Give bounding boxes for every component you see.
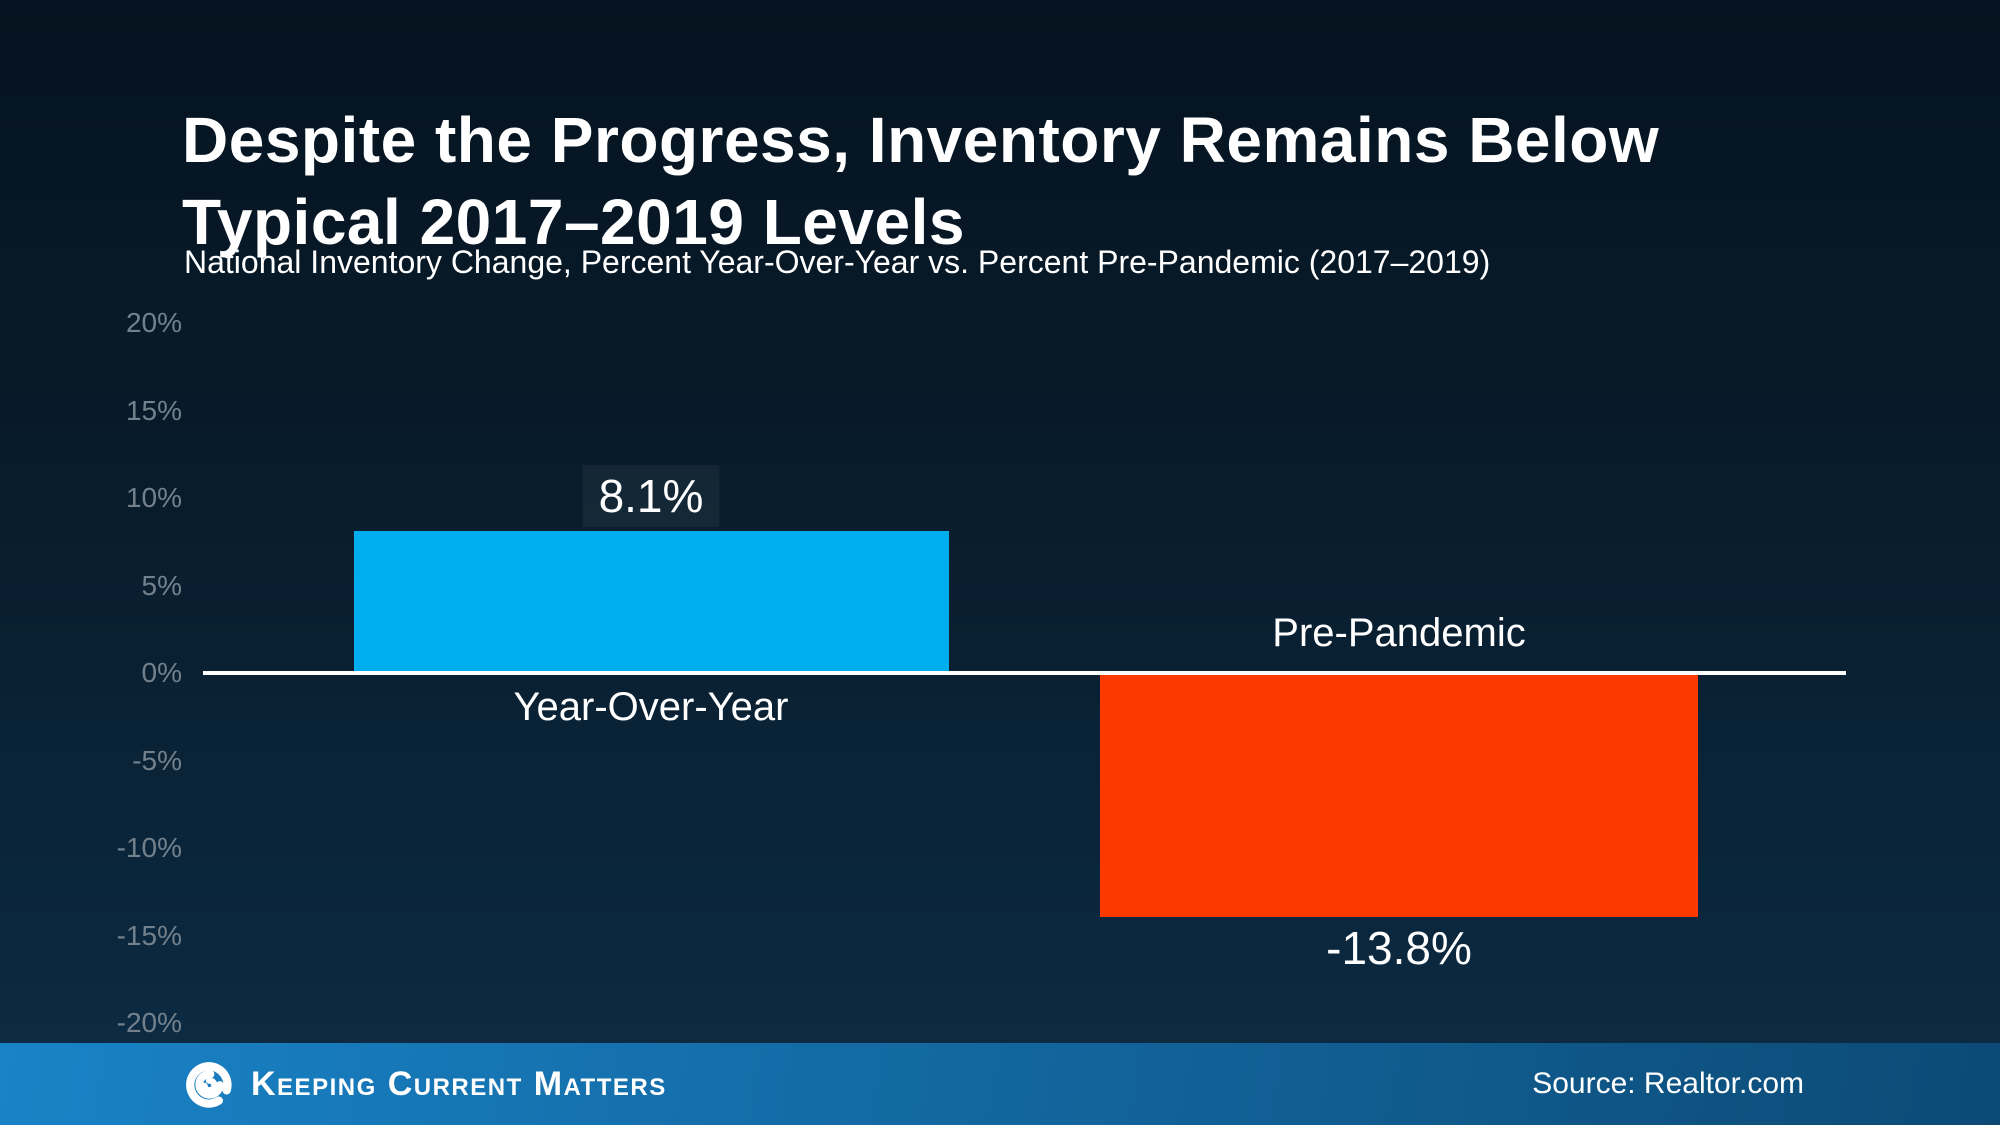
value-label-pre-pandemic: -13.8%: [1326, 922, 1472, 974]
chart-title: Despite the Progress, Inventory Remains …: [182, 99, 1802, 263]
category-label-year-over-year: Year-Over-Year: [513, 685, 789, 729]
brand-lockup: Keeping Current Matters: [186, 1061, 667, 1108]
y-axis: 20% 15% 10% 5% 0% -5% -10% -15% -20%: [60, 307, 182, 1038]
y-tick-15: 15%: [125, 394, 182, 426]
bar-pre-pandemic: [1100, 675, 1698, 917]
plot-area: 8.1% Year-Over-Year Pre-Pandemic -13.8%: [203, 323, 1846, 1023]
chart-subtitle: National Inventory Change, Percent Year-…: [184, 244, 1491, 280]
y-tick-0: 0%: [141, 657, 182, 688]
y-tick-neg10: -10%: [116, 832, 182, 863]
footer-bar: Keeping Current Matters Source: Realtor.…: [0, 1043, 2000, 1125]
y-tick-neg20: -20%: [116, 1007, 182, 1038]
y-tick-neg15: -15%: [116, 919, 182, 951]
source-attribution: Source: Realtor.com: [1532, 1067, 1804, 1100]
brand-name: Keeping Current Matters: [251, 1064, 667, 1103]
y-tick-20: 20%: [125, 307, 182, 338]
chart-title-line1: Despite the Progress, Inventory Remains …: [182, 103, 1660, 176]
chart-title-line2: Typical 2017–2019 Levels: [182, 185, 965, 258]
y-tick-5: 5%: [141, 569, 182, 601]
zero-baseline: [203, 671, 1846, 675]
bar-year-over-year: [354, 531, 949, 673]
kcm-swirl-icon: [186, 1061, 232, 1108]
y-tick-10: 10%: [125, 482, 182, 513]
category-label-pre-pandemic: Pre-Pandemic: [1272, 611, 1526, 655]
value-label-year-over-year: 8.1%: [582, 465, 720, 527]
y-tick-neg5: -5%: [132, 744, 182, 776]
